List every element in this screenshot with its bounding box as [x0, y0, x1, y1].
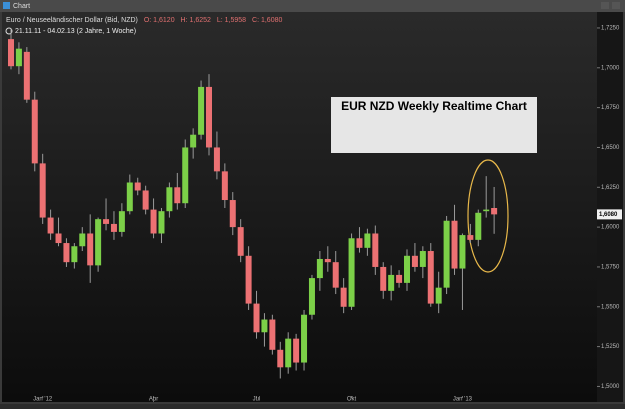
candle-body	[467, 235, 474, 240]
candle-body	[427, 251, 434, 304]
candle-body	[221, 171, 228, 201]
last-price-label: 1,6080	[599, 212, 618, 218]
candle-body	[198, 86, 205, 135]
x-tick-label: Jan '13	[453, 397, 473, 403]
candle-body	[332, 262, 339, 288]
candle-body	[206, 86, 212, 148]
x-tick-label: Jul	[253, 397, 261, 403]
y-tick-label: 1,7250	[601, 26, 620, 32]
ohlc-low: L: 1,5958	[217, 17, 246, 24]
candle-body	[269, 319, 276, 350]
y-axis-panel	[597, 12, 623, 402]
candle-body	[158, 211, 165, 234]
plot-area	[2, 12, 597, 402]
candle-body	[182, 147, 189, 204]
y-tick-label: 1,7000	[601, 65, 620, 71]
candle-body	[8, 39, 14, 67]
candle-body	[229, 200, 236, 228]
candle-body	[55, 233, 62, 244]
candle-body	[348, 238, 355, 307]
candle-body	[443, 220, 450, 288]
candle-body	[95, 219, 102, 266]
candle-body	[79, 233, 86, 247]
y-tick-label: 1,5500	[601, 304, 620, 310]
x-tick-label: Apr	[149, 397, 158, 403]
candle-body	[253, 303, 260, 333]
candle-body	[39, 163, 46, 218]
y-tick-label: 1,6750	[601, 105, 620, 111]
candle-body	[451, 220, 458, 269]
instrument: Euro / Neuseeländischer Dollar (Bid, NZD…	[6, 17, 138, 24]
x-tick-label: Okt	[347, 397, 357, 403]
close-button[interactable]	[612, 2, 620, 9]
candle-body	[293, 338, 300, 363]
y-tick-label: 1,6250	[601, 185, 620, 191]
y-tick-label: 1,5000	[601, 384, 620, 390]
annotation-box	[331, 97, 537, 153]
candle-body	[237, 227, 244, 256]
candle-body	[71, 246, 78, 263]
candle-body	[31, 99, 38, 164]
candle-body	[411, 255, 418, 267]
candle-body	[134, 182, 141, 191]
clock-icon	[5, 27, 13, 35]
highlight-ellipse	[467, 159, 509, 273]
candle-body	[23, 51, 30, 100]
candle-body	[174, 187, 181, 204]
ohlc-close: C: 1,6080	[252, 17, 282, 24]
candle-body	[87, 233, 94, 266]
candle-body	[190, 134, 197, 148]
candle-body	[261, 319, 268, 333]
last-price-box	[597, 209, 622, 220]
candle-body	[166, 187, 173, 212]
y-tick-label: 1,6000	[601, 225, 620, 231]
candle-body	[356, 238, 363, 248]
candle-body	[150, 209, 157, 234]
candle-body	[324, 258, 331, 263]
candle-body	[213, 147, 220, 172]
candle-body	[483, 209, 490, 212]
header: Euro / Neuseeländischer Dollar (Bid, NZD…	[6, 17, 282, 24]
candle-body	[491, 208, 498, 215]
candle-body	[475, 212, 482, 240]
candle-body	[47, 217, 54, 234]
candle-body	[301, 314, 308, 363]
candle-body	[118, 211, 125, 232]
candle-body	[126, 182, 133, 212]
candle-body	[435, 287, 442, 304]
candle-body	[372, 233, 379, 267]
ohlc-open: O: 1,6120	[144, 17, 175, 24]
candle-body	[396, 274, 403, 283]
candle-body	[340, 287, 347, 307]
candle-body	[364, 233, 371, 248]
candle-body	[245, 255, 252, 304]
candle-body	[459, 235, 466, 269]
candle-body	[63, 243, 70, 263]
candle-body	[285, 338, 292, 368]
window-title: Chart	[13, 3, 30, 10]
candle-body	[388, 274, 395, 291]
candle-body	[142, 190, 149, 210]
ohlc-high: H: 1,6252	[181, 17, 211, 24]
candle-body	[110, 223, 117, 232]
date-range: 21.11.11 - 04.02.13 (2 Jahre, 1 Woche)	[15, 28, 136, 35]
minimize-button[interactable]	[601, 2, 609, 9]
annotation: EUR NZD Weekly Realtime Chart	[341, 99, 527, 113]
title-bar	[0, 0, 625, 12]
window-icon	[3, 2, 10, 9]
candle-body	[277, 349, 284, 368]
candle-body	[15, 48, 22, 67]
candle-body	[103, 219, 110, 224]
y-tick-label: 1,6500	[601, 145, 620, 151]
candle-body	[380, 266, 387, 291]
x-tick-label: Jan '12	[33, 397, 53, 403]
candle-body	[308, 278, 315, 315]
candle-body	[404, 255, 410, 283]
y-tick-label: 1,5750	[601, 265, 620, 271]
candle-body	[316, 258, 323, 279]
candle-body	[419, 251, 426, 267]
y-tick-label: 1,5250	[601, 344, 620, 350]
